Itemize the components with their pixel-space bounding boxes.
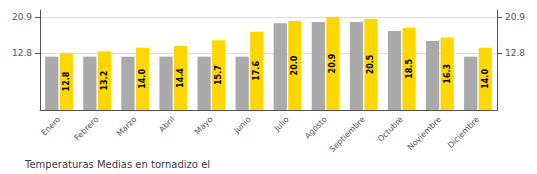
svg-text:20.9: 20.9 [328,53,337,73]
svg-text:Abril: Abril [157,115,176,134]
svg-text:Agosto: Agosto [303,115,329,141]
svg-text:18.5: 18.5 [405,59,414,79]
svg-text:14.0: 14.0 [138,69,147,89]
svg-text:Temperaturas Medias en tornadi: Temperaturas Medias en tornadizo el [24,159,210,170]
svg-text:20.9: 20.9 [12,12,32,22]
svg-text:Noviembre: Noviembre [406,115,443,152]
svg-text:15.7: 15.7 [214,65,223,85]
svg-text:20.0: 20.0 [290,55,299,75]
svg-text:Septiembre: Septiembre [328,115,367,154]
svg-text:14.4: 14.4 [176,68,185,88]
svg-text:12.8: 12.8 [12,48,32,58]
svg-text:16.3: 16.3 [443,64,452,84]
svg-text:13.2: 13.2 [100,71,109,91]
svg-text:20.5: 20.5 [366,54,375,74]
svg-text:Diciembre: Diciembre [446,115,481,150]
svg-text:Mayo: Mayo [193,115,215,137]
svg-text:Octubre: Octubre [376,115,405,144]
svg-text:17.6: 17.6 [252,61,261,81]
svg-text:Enero: Enero [40,115,63,138]
svg-text:Junio: Junio [232,115,253,136]
svg-text:Febrero: Febrero [73,115,101,143]
svg-text:Julio: Julio [272,115,291,134]
svg-text:12.8: 12.8 [505,48,525,58]
svg-text:12.8: 12.8 [62,71,71,91]
svg-text:Marzo: Marzo [115,115,139,139]
svg-text:14.0: 14.0 [481,69,490,89]
svg-text:20.9: 20.9 [505,12,525,22]
